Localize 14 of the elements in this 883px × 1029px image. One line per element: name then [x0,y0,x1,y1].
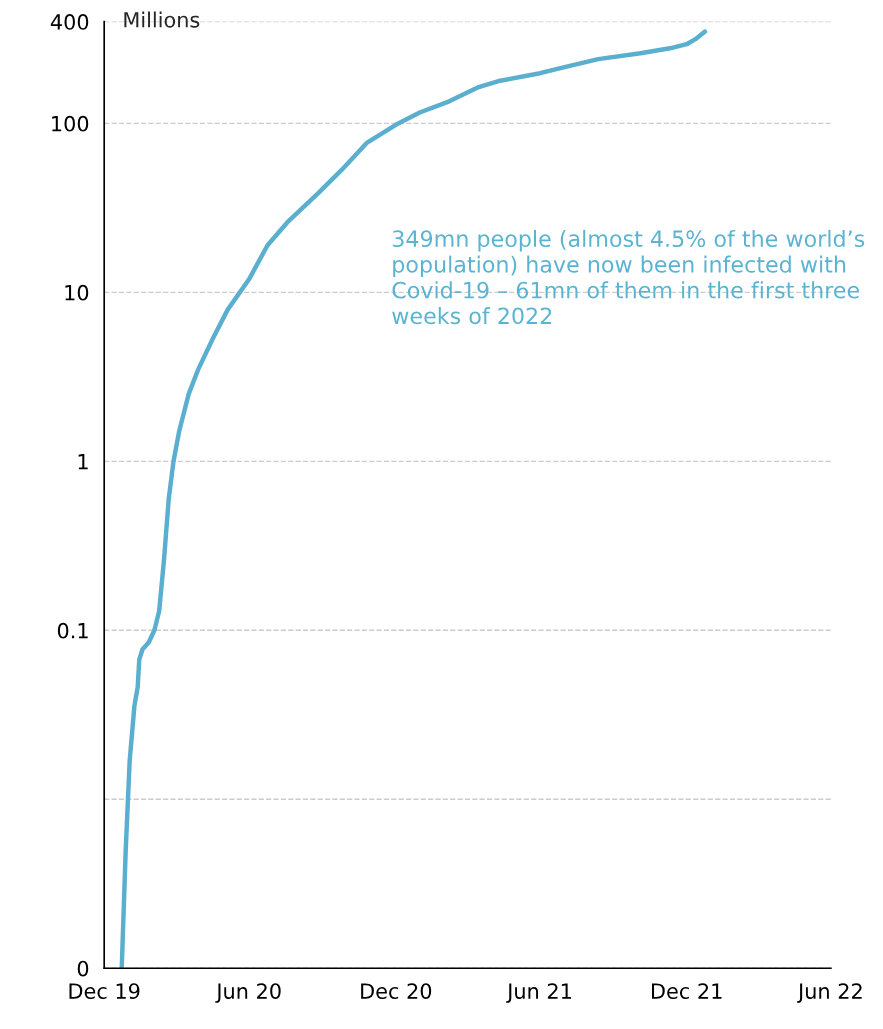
x-tick-label: Dec 20 [361,983,432,999]
y-tick-label: 400 [50,14,89,30]
x-tick-label: Jun 20 [215,983,281,1003]
x-tick-label: Jun 22 [796,983,862,1003]
y-tick-label: 10 [65,284,89,301]
y-tick-label: 1 [78,454,88,470]
x-tick-label: Dec 19 [69,983,140,999]
y-tick-label: 0 [77,960,89,977]
x-tick-label: Dec 21 [652,983,722,999]
annotation: 349mn people (almost 4.5% of the world’s population) have now been infected with Covid-19 – 61mn of them in the first three weeks of 2022 [392,229,865,325]
y-tick-label: 0.1 [57,622,88,639]
x-tick-label: Jun 21 [506,983,571,1003]
y-axis-title: Millions [124,11,200,28]
y-tick-label: 100 [52,115,89,132]
